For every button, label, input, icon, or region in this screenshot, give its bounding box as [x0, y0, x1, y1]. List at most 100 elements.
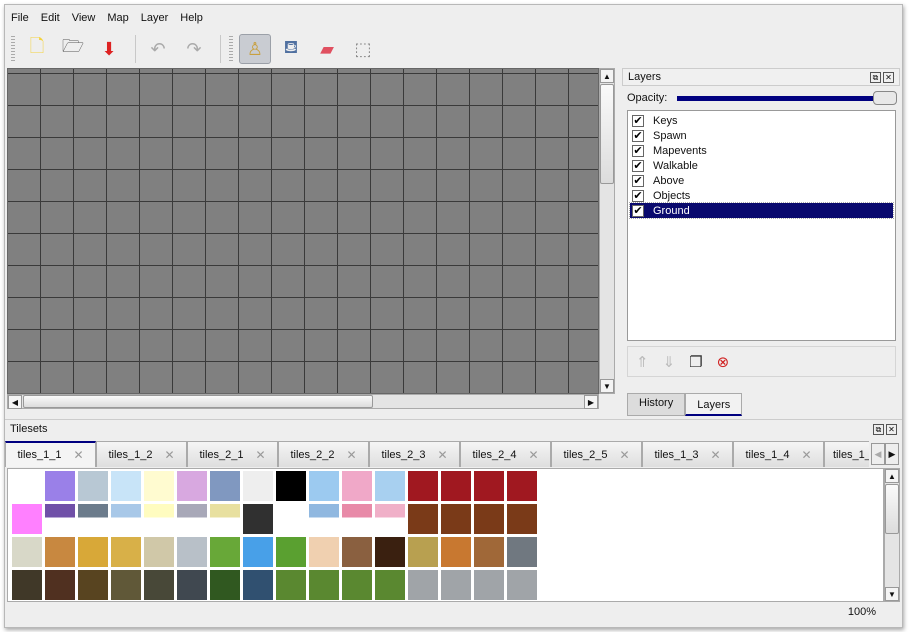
visibility-checkbox[interactable]: ✔ — [632, 144, 644, 157]
tile[interactable] — [440, 470, 472, 502]
tileset-tab[interactable]: tiles_1_2 ✕ — [96, 441, 187, 467]
tile[interactable] — [308, 536, 340, 568]
tileset-tab[interactable]: tiles_2_1 ✕ — [187, 441, 278, 467]
tileset-view[interactable] — [7, 468, 884, 602]
tile[interactable] — [209, 536, 241, 568]
tile[interactable] — [77, 470, 109, 502]
map-horizontal-scrollbar[interactable]: ◀ ▶ — [7, 394, 599, 409]
close-tab-icon[interactable]: ✕ — [255, 447, 266, 462]
tile[interactable] — [209, 503, 241, 535]
tileset-tab[interactable]: tiles_1_3 ✕ — [642, 441, 733, 467]
tileset-tab[interactable]: tiles_1_4 ✕ — [733, 441, 824, 467]
tile[interactable] — [176, 503, 208, 535]
tile[interactable] — [143, 470, 175, 502]
tile[interactable] — [110, 470, 142, 502]
tile[interactable] — [176, 536, 208, 568]
tile[interactable] — [407, 569, 439, 601]
tileset-tab[interactable]: tiles_1_ — [824, 441, 869, 467]
tile[interactable] — [275, 569, 307, 601]
scroll-right-button[interactable]: ▶ — [584, 395, 598, 409]
tile[interactable] — [308, 569, 340, 601]
visibility-checkbox[interactable]: ✔ — [632, 159, 644, 172]
scroll-thumb[interactable] — [600, 84, 614, 184]
tile[interactable] — [374, 470, 406, 502]
lower-layer-icon[interactable]: ⇓ — [662, 352, 676, 371]
close-tab-icon[interactable]: ✕ — [437, 447, 448, 462]
tileset-tab[interactable]: tiles_2_5 ✕ — [551, 441, 642, 467]
scroll-down-button[interactable]: ▼ — [885, 587, 899, 601]
tile[interactable] — [275, 470, 307, 502]
close-tab-icon[interactable]: ✕ — [164, 447, 175, 462]
tileset-tab[interactable]: tiles_2_2 ✕ — [278, 441, 369, 467]
map-canvas[interactable] — [7, 68, 599, 394]
tile[interactable] — [77, 503, 109, 535]
menu-view[interactable]: View — [71, 12, 96, 24]
tile[interactable] — [341, 536, 373, 568]
visibility-checkbox[interactable]: ✔ — [632, 114, 644, 127]
tile[interactable] — [143, 569, 175, 601]
layer-item[interactable]: ✔ Objects — [630, 188, 893, 203]
close-tab-icon[interactable]: ✕ — [346, 447, 357, 462]
close-tab-icon[interactable]: ✕ — [619, 447, 630, 462]
tile[interactable] — [473, 536, 505, 568]
float-icon[interactable]: ⧉ — [873, 424, 884, 435]
close-icon[interactable]: ✕ — [883, 72, 894, 83]
toolbar-grip[interactable] — [229, 36, 233, 62]
tab-layers[interactable]: Layers — [685, 393, 743, 416]
tile[interactable] — [341, 503, 373, 535]
tab-scroll-left-button[interactable]: ◀ — [871, 443, 885, 465]
tile[interactable] — [77, 536, 109, 568]
tile[interactable] — [209, 470, 241, 502]
tile[interactable] — [341, 470, 373, 502]
toolbar-grip[interactable] — [11, 36, 15, 62]
tile[interactable] — [473, 569, 505, 601]
tile[interactable] — [110, 536, 142, 568]
save-button[interactable]: ⬇ — [93, 34, 125, 64]
open-button[interactable]: 🗁 — [57, 34, 89, 64]
tile[interactable] — [506, 470, 538, 502]
visibility-checkbox[interactable]: ✔ — [632, 129, 644, 142]
rect-select-button[interactable]: ⬚ — [347, 34, 379, 64]
tile[interactable] — [407, 503, 439, 535]
tileset-tab[interactable]: tiles_2_4 ✕ — [460, 441, 551, 467]
close-tab-icon[interactable]: ✕ — [710, 447, 721, 462]
tile[interactable] — [209, 569, 241, 601]
tile[interactable] — [143, 536, 175, 568]
tile[interactable] — [11, 470, 43, 502]
tile[interactable] — [374, 569, 406, 601]
tile[interactable] — [176, 470, 208, 502]
tile[interactable] — [374, 536, 406, 568]
stamp-brush-button[interactable]: ♙ — [239, 34, 271, 64]
layer-item[interactable]: ✔ Ground — [629, 202, 894, 219]
tileset-tab[interactable]: tiles_2_3 ✕ — [369, 441, 460, 467]
tile[interactable] — [110, 503, 142, 535]
tab-history[interactable]: History — [627, 393, 686, 416]
tile[interactable] — [506, 569, 538, 601]
close-tab-icon[interactable]: ✕ — [73, 448, 84, 462]
tile[interactable] — [242, 536, 274, 568]
layer-item[interactable]: ✔ Walkable — [630, 158, 893, 173]
scroll-thumb[interactable] — [23, 395, 373, 408]
tile[interactable] — [506, 503, 538, 535]
close-icon[interactable]: ✕ — [886, 424, 897, 435]
tile[interactable] — [44, 503, 76, 535]
tile[interactable] — [110, 569, 142, 601]
visibility-checkbox[interactable]: ✔ — [632, 174, 644, 187]
tileset-tab[interactable]: tiles_1_1 ✕ — [5, 441, 96, 467]
layer-item[interactable]: ✔ Spawn — [630, 128, 893, 143]
tile[interactable] — [77, 569, 109, 601]
tile[interactable] — [11, 503, 43, 535]
tile[interactable] — [44, 569, 76, 601]
float-icon[interactable]: ⧉ — [870, 72, 881, 83]
menu-map[interactable]: Map — [107, 12, 129, 24]
tile[interactable] — [506, 536, 538, 568]
tile[interactable] — [341, 569, 373, 601]
tile[interactable] — [275, 503, 307, 535]
tile[interactable] — [308, 470, 340, 502]
tab-scroll-right-button[interactable]: ▶ — [885, 443, 899, 465]
tile[interactable] — [242, 503, 274, 535]
tile[interactable] — [44, 536, 76, 568]
tile[interactable] — [440, 536, 472, 568]
tile[interactable] — [242, 470, 274, 502]
visibility-checkbox[interactable]: ✔ — [632, 204, 644, 217]
